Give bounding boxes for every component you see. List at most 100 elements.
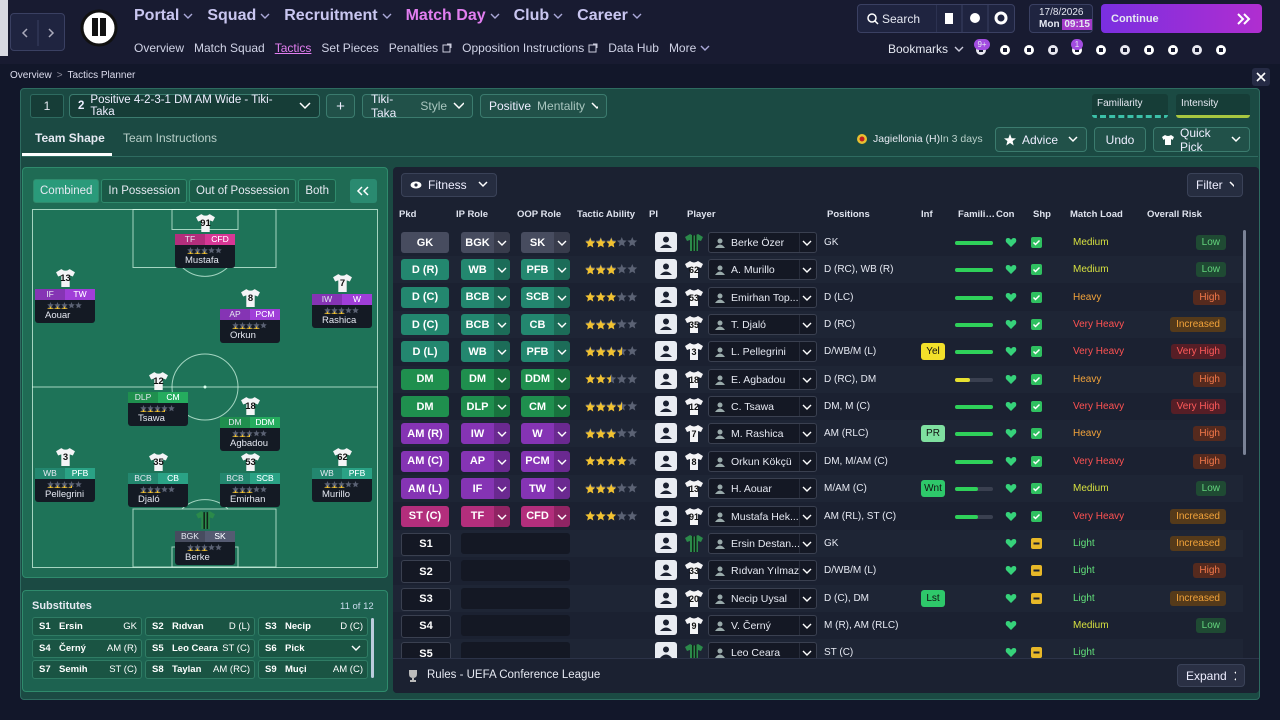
sub-slot[interactable]: S3 Necip D (C) (258, 617, 368, 636)
sub-slot[interactable]: S8 Taylan AM (RC) (145, 660, 255, 679)
oop-role[interactable]: PFB (521, 259, 570, 281)
undo-button[interactable]: Undo (1094, 127, 1146, 152)
nav-item[interactable]: Recruitment (284, 7, 392, 25)
ip-role[interactable]: IF (461, 478, 510, 500)
filter-button[interactable]: Filter (1187, 173, 1243, 197)
history-nav[interactable] (10, 13, 65, 51)
oop-role[interactable]: SCB (521, 286, 570, 308)
rules-link[interactable]: Rules - UEFA Conference League (427, 669, 601, 681)
column-header[interactable]: PI (649, 209, 658, 220)
player-card[interactable]: 3 WB PFB Pellegrini (33, 446, 97, 504)
oop-role[interactable]: PFB (521, 341, 570, 363)
oop-role[interactable]: PCM (521, 450, 570, 472)
utility-icons[interactable] (936, 4, 1014, 33)
ip-role[interactable]: AP (461, 450, 510, 472)
oop-role[interactable]: DDM (521, 368, 570, 390)
ip-role[interactable]: BCB (461, 314, 510, 336)
player-row[interactable]: D (R) WB PFB 62 A. Murillo D (RC), WB (R) Medi… (393, 256, 1243, 284)
subnav-item[interactable]: Opposition Instructions (462, 41, 598, 55)
picked-position[interactable]: AM (L) (401, 478, 449, 500)
familiarity-meter[interactable]: Familiarity (1092, 94, 1168, 118)
player-row[interactable]: AM (R) IW W 7 M. Rashica AM (RLC) PR Heavy High (393, 420, 1243, 448)
advice-button[interactable]: Advice (995, 127, 1087, 152)
expand-button[interactable]: Expand (1177, 664, 1245, 687)
player-card[interactable]: 18 DM DDM Agbadou (218, 395, 282, 453)
oop-role[interactable]: SK (521, 232, 570, 253)
picked-position[interactable]: DM (401, 368, 449, 390)
player-row[interactable]: D (C) BCB SCB 53 Emirhan Top... D (LC) Heavy Hi… (393, 283, 1243, 311)
player-card[interactable]: 35 BCB CB Djaló (126, 451, 190, 509)
search[interactable]: Search (882, 11, 921, 26)
player-select[interactable]: Mustafa Hek... (708, 505, 817, 527)
player-select[interactable]: Emirhan Top... (708, 286, 817, 308)
bookmark-icons[interactable] (970, 38, 1230, 60)
picked-position[interactable]: S1 (401, 532, 451, 556)
nav-item[interactable]: Portal (134, 7, 193, 25)
close-button[interactable] (1252, 68, 1270, 86)
tactic-select[interactable]: 2 Positive 4-2-3-1 DM AM Wide - Tiki-Taka (69, 94, 320, 118)
column-header[interactable]: Inf (921, 209, 933, 220)
player-row[interactable]: GK BGK SK Berke Özer GK Medium Low (393, 229, 1243, 256)
player-row[interactable]: DM DM DDM 18 E. Agbadou D (RC), DM Heavy High (393, 365, 1243, 393)
collapse-button[interactable] (350, 179, 377, 203)
player-select[interactable]: Leo Ceara (708, 642, 817, 659)
nav-item[interactable]: Club (514, 7, 564, 25)
mentality-select[interactable]: Positive Mentality (480, 94, 607, 118)
player-row[interactable]: AM (C) AP PCM 8 Orkun Kökçü DM, M/AM (C) Very … (393, 447, 1243, 475)
player-select[interactable]: A. Murillo (708, 259, 817, 281)
tactic-slot[interactable]: 1 (30, 94, 64, 118)
player-row[interactable]: S3 20 Necip Uysal D (C), DM Lst Light Increase… (393, 584, 1243, 612)
player-row[interactable]: S5 Leo Ceara ST (C) Light (393, 639, 1243, 659)
column-header[interactable]: Tactic Ability (577, 209, 636, 220)
ip-role[interactable]: DM (461, 368, 510, 390)
picked-position[interactable]: GK (401, 232, 449, 253)
add-tactic[interactable]: + (326, 94, 355, 118)
picked-position[interactable]: D (C) (401, 286, 449, 308)
picked-position[interactable]: D (L) (401, 341, 449, 363)
player-select[interactable]: M. Rashica (708, 423, 817, 445)
crumb[interactable]: Overview (10, 70, 52, 81)
player-select[interactable]: Ersin Destan... (708, 532, 817, 554)
player-card[interactable]: 62 WB PFB Murillo (310, 446, 374, 504)
player-card[interactable]: 13 IF TW Aouar (33, 267, 97, 325)
sub-slot[interactable]: S7 Semih ST (C) (32, 660, 142, 679)
subnav-item[interactable]: More (669, 41, 710, 55)
sub-slot[interactable]: S6 Pick (258, 638, 368, 658)
sub-slot[interactable]: S4 Černý AM (R) (32, 638, 142, 658)
picked-position[interactable]: S2 (401, 560, 451, 584)
style-select[interactable]: Tiki-Taka Style (362, 92, 473, 120)
player-row[interactable]: S4 9 V. Černý M (R), AM (RLC) Medium Low (393, 611, 1243, 639)
player-select[interactable]: T. Djaló (708, 314, 817, 336)
subnav-item[interactable]: Set Pieces (321, 41, 378, 55)
sub-slot[interactable]: S2 Rıdvan D (L) (145, 617, 255, 636)
column-header[interactable]: Shp (1033, 209, 1051, 220)
player-select[interactable]: V. Černý (708, 614, 817, 636)
column-header[interactable]: Positions (827, 209, 870, 220)
ip-role[interactable]: DLP (461, 396, 510, 418)
column-header[interactable]: Player (687, 209, 716, 220)
continue-button[interactable]: Continue (1101, 4, 1262, 33)
ip-role[interactable]: TF (461, 505, 510, 527)
column-header[interactable]: Famili… (958, 209, 995, 220)
intensity-meter[interactable]: Intensity (1176, 94, 1250, 118)
player-card[interactable]: 53 BCB SCB Emirhan (218, 451, 282, 509)
column-header[interactable]: Pkd (399, 209, 417, 220)
player-card[interactable]: 7 IW W Rashica (310, 272, 374, 330)
nav-item[interactable]: Squad (207, 7, 270, 25)
picked-position[interactable]: D (R) (401, 259, 449, 281)
tab[interactable]: Team Instructions (123, 131, 218, 145)
player-select[interactable]: Necip Uysal (708, 587, 817, 609)
picked-position[interactable]: S5 (401, 642, 451, 659)
view-button[interactable]: In Possession (101, 179, 188, 203)
quick-pick-button[interactable]: Quick Pick (1153, 126, 1250, 154)
ip-role[interactable]: BCB (461, 286, 510, 308)
date-box[interactable]: 17/8/2026 Mon 09:15 (1029, 4, 1093, 33)
ip-role[interactable]: WB (461, 341, 510, 363)
ip-role[interactable]: BGK (461, 232, 510, 253)
subnav-item[interactable]: Penalties (389, 41, 452, 55)
player-select[interactable]: E. Agbadou (708, 368, 817, 390)
bookmarks[interactable]: Bookmarks (888, 42, 964, 56)
player-row[interactable]: D (L) WB PFB 3 L. Pellegrini D/WB/M (L) Yel Ver… (393, 338, 1243, 366)
player-select[interactable]: Rıdvan Yılmaz (708, 560, 817, 582)
player-card[interactable]: 12 DLP CM Tsawa (126, 370, 190, 428)
